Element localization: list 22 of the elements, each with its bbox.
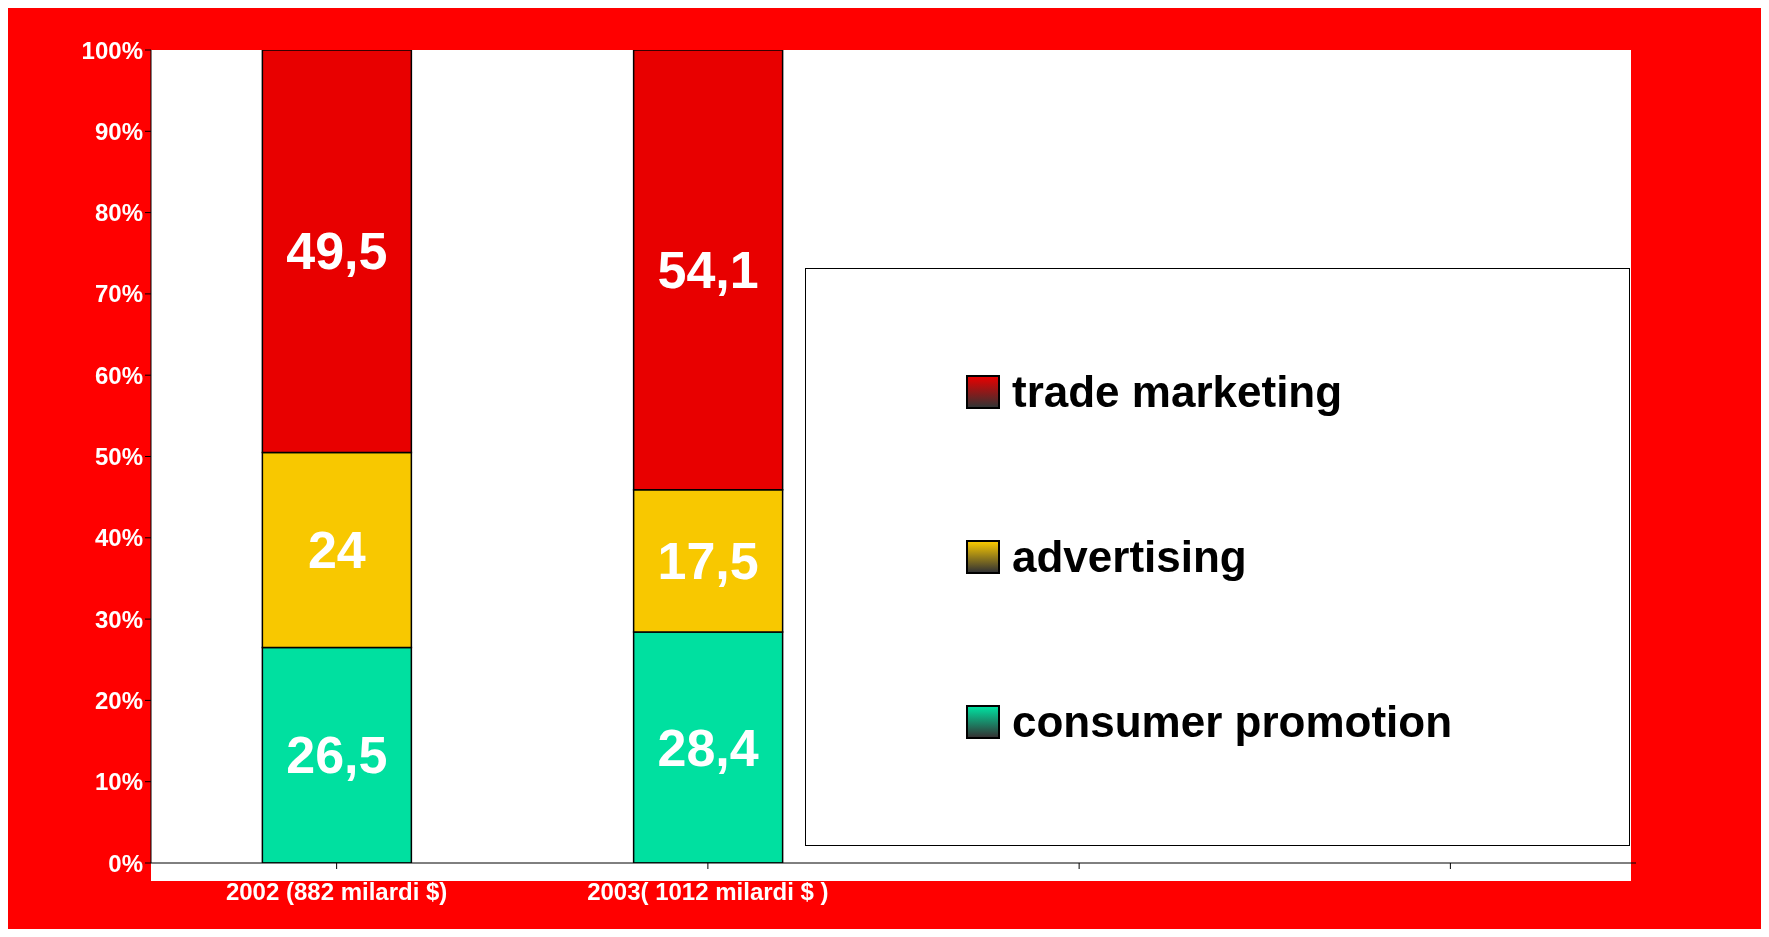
x-tick-label: 2002 (882 milardi $) [225, 878, 448, 906]
data-label: 54,1 [657, 240, 759, 299]
y-tick-label: 90% [94, 117, 143, 145]
y-tick-label: 80% [94, 199, 143, 227]
y-tick-label: 0% [108, 849, 143, 877]
y-tick-label: 30% [94, 605, 143, 633]
y-tick-label: 40% [94, 524, 143, 552]
legend-label: consumer promotion [1012, 697, 1453, 748]
legend-label: trade marketing [1012, 366, 1343, 417]
y-tick-label: 100% [81, 36, 143, 64]
data-label: 24 [307, 520, 366, 579]
data-label: 49,5 [286, 222, 388, 281]
x-tick-label: 2003( 1012 milardi $ ) [587, 878, 829, 906]
data-label: 26,5 [286, 726, 388, 785]
y-tick-label: 60% [94, 361, 143, 389]
y-tick-label: 50% [94, 443, 143, 471]
data-label: 28,4 [657, 718, 759, 777]
data-label: 17,5 [657, 531, 759, 590]
y-tick-label: 70% [94, 280, 143, 308]
y-tick-label: 20% [94, 686, 143, 714]
legend-label: advertising [1012, 531, 1247, 582]
y-tick-label: 10% [94, 768, 143, 796]
